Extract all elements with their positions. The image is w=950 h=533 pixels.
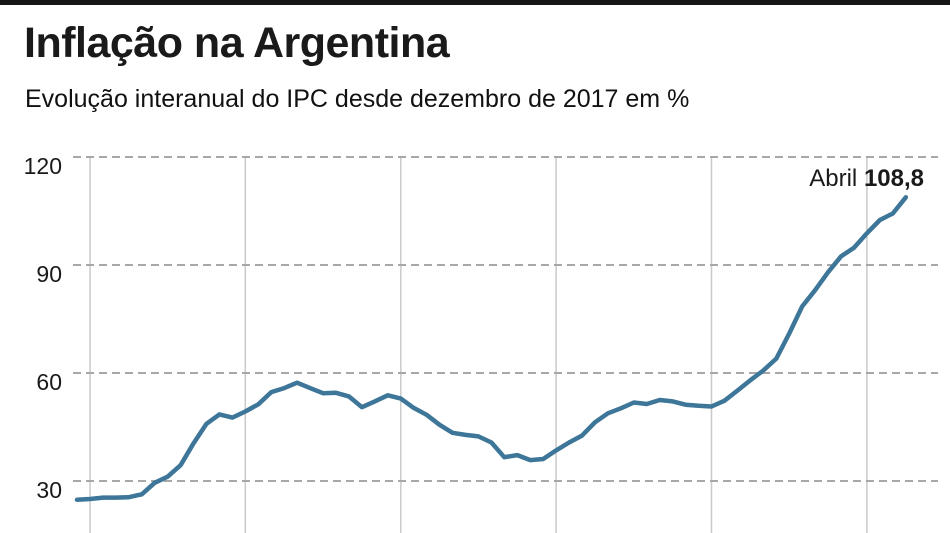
top-border-bar <box>0 0 950 5</box>
chart-subtitle: Evolução interanual do IPC desde dezembr… <box>25 85 690 113</box>
ipc-series-line <box>74 195 909 502</box>
latest-value-annotation: Abril 108,8 <box>809 165 924 193</box>
y-axis-tick-label: 30 <box>36 477 62 503</box>
annotation-month-label: Abril <box>809 165 858 192</box>
chart-title: Inflação na Argentina <box>24 19 450 67</box>
y-axis-tick-label: 60 <box>36 369 62 395</box>
annotation-value: 108,8 <box>863 165 924 192</box>
y-axis-tick-label: 90 <box>36 261 62 287</box>
y-axis-tick-label: 120 <box>23 153 62 179</box>
